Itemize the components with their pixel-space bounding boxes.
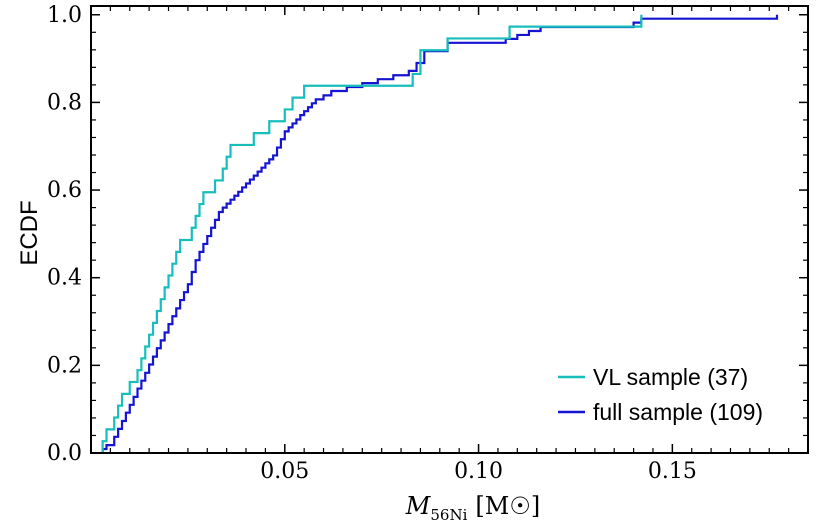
tick-layer: 0.05 0.10 0.15 0.0 0.2 0.4 0.6 0.8 1.0 — [47, 3, 808, 484]
x-tick-label: 0.15 — [648, 459, 697, 484]
y-tick-label: 0.0 — [47, 441, 82, 466]
y-tick-label: 0.6 — [47, 178, 82, 203]
legend-label-full: full sample (109) — [593, 399, 763, 425]
y-axis-label: ECDF — [16, 200, 43, 265]
series-line-full — [101, 14, 779, 453]
y-tick-label: 0.8 — [47, 90, 82, 115]
x-tick-label: 0.05 — [260, 459, 309, 484]
legend-label-vl: VL sample (37) — [593, 364, 748, 390]
legend: VL sample (37) full sample (109) — [558, 364, 763, 425]
series-line-vl — [101, 14, 643, 453]
x-tick-label: 0.10 — [454, 459, 503, 484]
x-axis-unit: [M☉] — [475, 492, 540, 520]
plot-frame — [90, 5, 809, 454]
x-axis-label: M56Ni [M☉] — [405, 492, 540, 524]
y-tick-label: 0.4 — [47, 266, 82, 291]
y-tick-label: 1.0 — [47, 3, 82, 28]
y-tick-label: 0.2 — [47, 353, 82, 378]
x-axis-subscript: 56Ni — [430, 506, 467, 524]
series-layer — [101, 14, 779, 453]
x-axis-symbol: M — [405, 492, 432, 520]
